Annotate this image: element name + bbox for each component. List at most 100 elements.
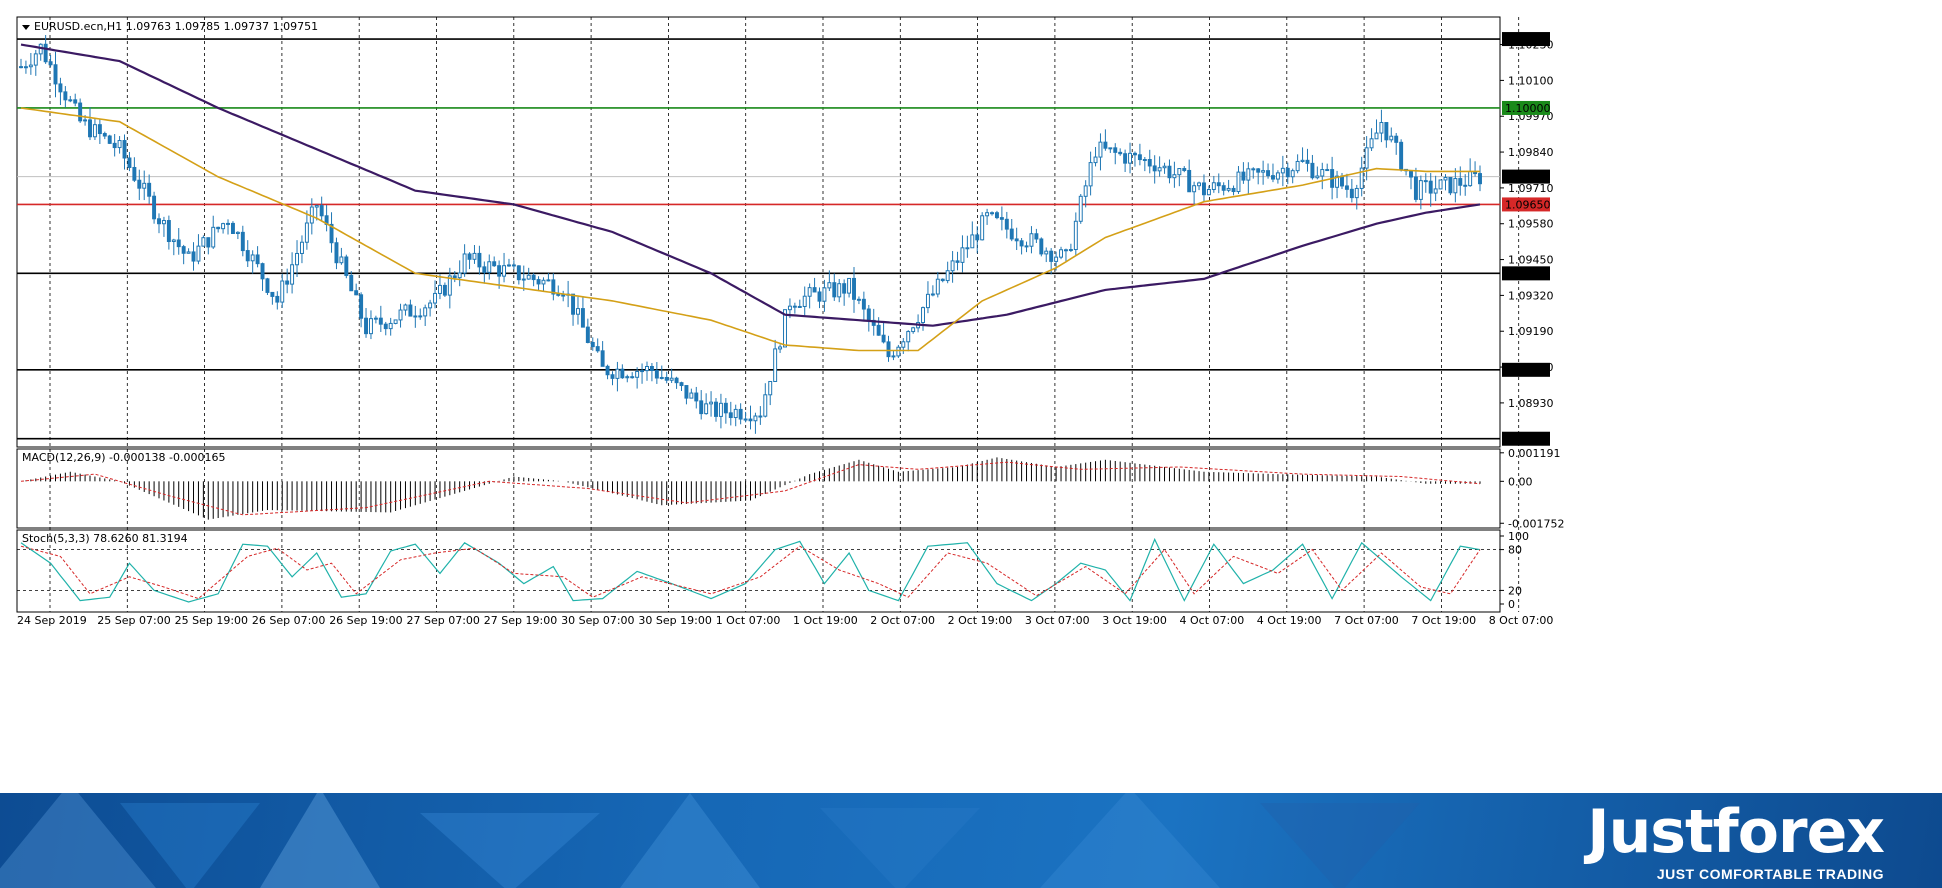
candle bbox=[516, 265, 521, 285]
candle-body bbox=[1300, 159, 1305, 162]
candle bbox=[1354, 184, 1359, 210]
candle-body bbox=[171, 239, 176, 243]
candle bbox=[1024, 241, 1029, 253]
candle bbox=[1344, 173, 1349, 198]
candle bbox=[585, 318, 590, 344]
price-level-tag bbox=[1502, 100, 1550, 115]
candle-body bbox=[1009, 228, 1014, 240]
candle-body bbox=[669, 377, 674, 381]
candle bbox=[442, 282, 447, 297]
candle bbox=[73, 93, 78, 107]
x-axis-label: 7 Oct 07:00 bbox=[1334, 614, 1399, 627]
candle-body bbox=[1443, 177, 1448, 181]
candle-body bbox=[329, 223, 334, 244]
candle bbox=[1349, 178, 1354, 203]
candle-body bbox=[1226, 187, 1231, 191]
candle bbox=[171, 238, 176, 256]
candle-body bbox=[876, 324, 881, 336]
candle-body bbox=[497, 265, 502, 277]
dropdown-arrow-icon bbox=[22, 25, 30, 30]
candle bbox=[191, 242, 196, 271]
candle bbox=[157, 213, 161, 234]
candle bbox=[1236, 166, 1241, 194]
candle-body bbox=[1206, 189, 1211, 196]
candle-body bbox=[359, 294, 364, 319]
candle-body bbox=[117, 140, 122, 149]
candle-body bbox=[709, 401, 714, 405]
candle bbox=[930, 285, 935, 297]
candle-body bbox=[511, 264, 516, 267]
candle-body bbox=[783, 309, 787, 348]
candle-body bbox=[255, 254, 260, 265]
candle-body bbox=[437, 284, 442, 294]
x-axis-label: 2 Oct 07:00 bbox=[870, 614, 935, 627]
candle-body bbox=[723, 402, 728, 414]
stoch-title: Stoch(5,3,3) 78.6260 81.3194 bbox=[22, 532, 188, 545]
candle bbox=[1280, 155, 1285, 187]
candle-body bbox=[763, 394, 768, 417]
candle bbox=[832, 273, 837, 301]
candle-body bbox=[822, 287, 827, 302]
candle bbox=[1201, 174, 1206, 203]
decor-shape bbox=[120, 803, 260, 888]
candle-body bbox=[1137, 154, 1142, 161]
candle bbox=[1216, 173, 1221, 194]
candle-body bbox=[945, 270, 950, 282]
candle bbox=[580, 295, 585, 328]
candle bbox=[1088, 151, 1093, 196]
candle bbox=[689, 388, 694, 399]
candle bbox=[1251, 167, 1256, 179]
candle-body bbox=[88, 119, 92, 138]
macd-pane bbox=[16, 448, 1501, 529]
candle-body bbox=[428, 302, 433, 309]
candle bbox=[1103, 129, 1108, 151]
stoch-axis-label: 80 bbox=[1508, 544, 1522, 557]
candle-body bbox=[58, 83, 63, 93]
candle-body bbox=[645, 366, 649, 372]
candle bbox=[319, 196, 324, 222]
candle-body bbox=[960, 247, 965, 263]
brand-logo: Justforex bbox=[1587, 797, 1885, 867]
candle-body bbox=[1275, 172, 1280, 180]
candle-body bbox=[994, 212, 999, 219]
candle-body bbox=[728, 412, 733, 419]
candle-body bbox=[1364, 147, 1369, 169]
stoch-axis-label: 0 bbox=[1508, 598, 1515, 611]
candle bbox=[1364, 136, 1369, 181]
candle-body bbox=[388, 322, 393, 330]
candle bbox=[216, 226, 221, 233]
candle-body bbox=[738, 408, 743, 420]
candle-body bbox=[1014, 238, 1019, 242]
candle bbox=[990, 211, 994, 216]
decor-shape bbox=[260, 793, 380, 888]
candle bbox=[1014, 227, 1019, 251]
candle bbox=[147, 174, 152, 204]
candle-body bbox=[260, 263, 265, 280]
candle bbox=[1187, 159, 1192, 193]
candle-body bbox=[1315, 175, 1320, 179]
candle-body bbox=[787, 305, 792, 311]
candle-body bbox=[516, 265, 521, 281]
candle-body bbox=[625, 376, 630, 379]
candle bbox=[679, 381, 684, 392]
candle-body bbox=[847, 277, 852, 294]
candle-body bbox=[1236, 171, 1241, 193]
candle bbox=[368, 310, 373, 340]
x-axis-label: 3 Oct 19:00 bbox=[1102, 614, 1167, 627]
candle-body bbox=[753, 415, 758, 422]
candle-body bbox=[152, 195, 157, 220]
candle bbox=[994, 210, 999, 220]
candle bbox=[462, 244, 467, 277]
candle-body bbox=[1157, 167, 1162, 172]
candle bbox=[654, 362, 659, 384]
candle bbox=[1418, 175, 1423, 210]
candle bbox=[250, 250, 255, 274]
candle-body bbox=[1098, 141, 1103, 158]
candle bbox=[502, 252, 507, 283]
candle-body bbox=[1463, 184, 1468, 187]
candle-body bbox=[990, 212, 994, 215]
candle-body bbox=[940, 278, 945, 282]
candle-body bbox=[1063, 249, 1068, 252]
candle-body bbox=[640, 370, 645, 373]
current-price-label: 1.09751 bbox=[1505, 171, 1551, 184]
